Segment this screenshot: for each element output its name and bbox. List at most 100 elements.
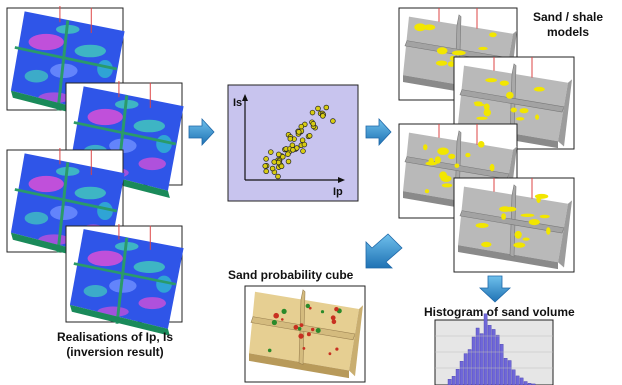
sand-shale-model-4: [453, 177, 575, 273]
probability-dot: [299, 323, 304, 327]
probability-dot: [297, 326, 302, 331]
histogram-bar: [507, 360, 512, 385]
sand-body: [520, 213, 535, 217]
sand-body: [533, 86, 545, 92]
sand-body: [425, 161, 438, 166]
sand-body: [437, 147, 449, 155]
sand-shale-title: Sand / shale models: [532, 10, 604, 39]
sand-body: [499, 206, 511, 212]
sand-body: [477, 141, 485, 148]
histogram-bar: [471, 336, 476, 385]
crossplot-point: [263, 156, 269, 162]
arrow-right-icon: [188, 117, 215, 147]
histogram-bar: [503, 358, 508, 385]
histogram-bar: [479, 333, 484, 385]
arrow-right-icon: [365, 117, 392, 147]
sand-body: [434, 156, 441, 164]
crossplot-point: [268, 149, 274, 155]
crossplot-point: [323, 104, 330, 111]
arrow-down-icon: [478, 275, 512, 303]
histogram-bar: [463, 353, 468, 385]
crossplot-point: [315, 105, 321, 112]
crossplot-panel: Is Ip: [227, 84, 359, 202]
sand-body: [481, 241, 492, 248]
probability-cube-image: [244, 285, 366, 383]
histogram-bar: [447, 379, 452, 385]
sand-body: [539, 214, 550, 219]
probability-dot: [293, 324, 299, 330]
sand-body: [510, 107, 517, 113]
crossplot-point: [300, 148, 306, 154]
sand-body: [475, 223, 489, 228]
probability-dot: [306, 332, 311, 337]
sand-body: [534, 193, 549, 199]
arrow-down-left-icon: [365, 233, 403, 269]
crossplot-point: [287, 136, 294, 142]
sand-body: [474, 103, 485, 107]
sand-body: [423, 144, 428, 151]
sand-body: [535, 114, 540, 120]
histogram-label: Histogram of sand volume: [424, 305, 575, 319]
crossplot-x-label: Ip: [333, 186, 343, 198]
probability-dot: [331, 319, 337, 325]
probability-dot: [308, 306, 312, 310]
sand-body: [476, 116, 488, 120]
sand-body: [546, 227, 551, 235]
histogram-bar: [459, 361, 464, 385]
histogram-bar: [527, 383, 532, 385]
crossplot-point: [271, 159, 277, 165]
histogram-bar: [483, 313, 488, 385]
histogram-panel: [434, 313, 554, 385]
probability-dot: [305, 303, 310, 309]
sand-body: [489, 32, 497, 38]
probability-dot: [335, 347, 339, 351]
sand-body: [448, 153, 456, 160]
histogram-bar: [455, 369, 460, 385]
sand-body: [414, 23, 427, 32]
sand-body: [485, 78, 498, 83]
histogram-bar: [487, 325, 492, 385]
probability-dot: [298, 333, 304, 339]
histogram-bar: [495, 334, 500, 385]
sand-body: [440, 175, 452, 182]
probability-dot: [267, 348, 272, 353]
crossplot-point: [289, 142, 296, 149]
crossplot-point: [310, 121, 316, 127]
probability-dot: [271, 319, 277, 326]
crossplot-point: [301, 141, 308, 148]
crossplot-point: [278, 163, 285, 170]
crossplot-point: [330, 118, 336, 124]
crossplot-point: [306, 133, 313, 139]
sand-body: [499, 80, 509, 86]
crossplot-points: [262, 104, 336, 180]
crossplot-point: [275, 151, 282, 158]
probability-dot: [315, 328, 321, 333]
sand-body: [423, 24, 436, 31]
probability-dot: [334, 307, 339, 312]
probability-dot: [320, 310, 325, 314]
crossplot-y-label: Is: [233, 97, 242, 109]
crossplot-point: [290, 147, 296, 153]
sand-body: [435, 60, 448, 66]
sand-body: [451, 50, 466, 56]
sand-body: [522, 237, 530, 241]
sand-body: [465, 152, 471, 158]
sand-body: [501, 213, 506, 220]
sand-body: [436, 47, 448, 55]
realisation-panel-4: [65, 222, 186, 338]
crossplot-point: [269, 165, 276, 172]
histogram-bar: [515, 375, 520, 385]
histogram-bar: [519, 377, 524, 385]
crossplot-point: [320, 113, 326, 119]
sand-body: [483, 108, 491, 117]
histogram-bar: [491, 329, 496, 385]
crossplot-point: [280, 154, 286, 160]
sand-body: [447, 61, 455, 67]
histogram-bar: [523, 381, 528, 385]
sand-body: [506, 91, 514, 99]
probability-cube-label: Sand probability cube: [228, 268, 354, 282]
crossplot-point: [309, 109, 316, 116]
sand-body: [515, 117, 525, 121]
sand-body: [454, 163, 460, 168]
